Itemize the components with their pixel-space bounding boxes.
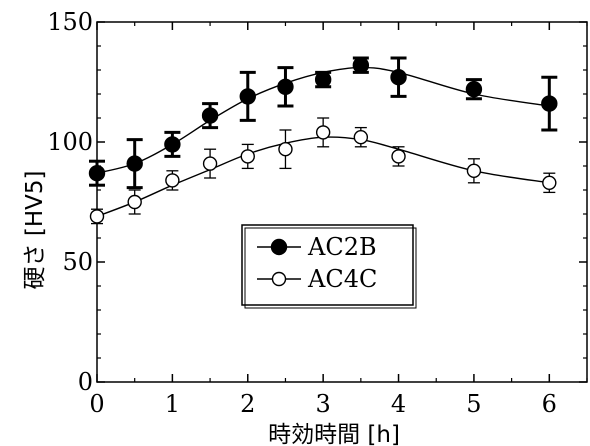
- data-point: [466, 163, 482, 179]
- data-point: [353, 129, 369, 145]
- data-series: [88, 56, 558, 225]
- x-tick-label: 6: [542, 390, 557, 418]
- data-point: [240, 149, 255, 164]
- data-point: [390, 68, 407, 86]
- x-tick-label: 5: [466, 390, 481, 418]
- data-point: [391, 149, 406, 164]
- data-point: [89, 209, 105, 224]
- plot-border: [96, 21, 588, 383]
- data-point: [126, 155, 143, 172]
- data-point: [239, 88, 256, 105]
- y-tick-label: 150: [47, 8, 93, 36]
- plot-frame: [96, 21, 588, 383]
- data-point: [541, 95, 558, 112]
- data-point: [88, 164, 106, 182]
- legend-marker: [270, 238, 288, 256]
- data-point: [277, 78, 294, 96]
- legend-box: [241, 224, 414, 306]
- data-point: [542, 175, 557, 191]
- x-tick-label: 1: [165, 390, 180, 418]
- x-tick-label: 0: [89, 390, 104, 418]
- y-tick-label: 0: [78, 368, 93, 396]
- series-ac2b: [88, 56, 558, 190]
- data-point: [127, 194, 142, 210]
- x-tick-label: 3: [316, 390, 331, 418]
- data-point: [465, 80, 483, 98]
- data-point: [314, 71, 332, 88]
- data-point: [164, 136, 181, 153]
- series-ac4c: [89, 117, 557, 225]
- axis-ticks: 0 1 2 3 4 5 6 0 50 100 150: [47, 8, 588, 418]
- legend-label: AC4C: [307, 265, 377, 293]
- data-point: [201, 107, 219, 124]
- data-point: [202, 156, 218, 171]
- legend-label: AC2B: [307, 233, 377, 261]
- data-point: [315, 125, 331, 140]
- y-axis-label: 硬さ [HV5]: [22, 171, 48, 290]
- data-point: [165, 173, 180, 188]
- x-axis-label: 時効時間 [h]: [268, 422, 400, 446]
- y-tick-label: 50: [62, 248, 93, 276]
- legend-marker: [271, 271, 287, 287]
- y-tick-label: 100: [47, 128, 93, 156]
- legend: AC2B AC4C: [241, 224, 417, 309]
- x-tick-label: 4: [391, 390, 406, 418]
- legend-shadow: [244, 227, 417, 309]
- data-point: [278, 141, 293, 157]
- x-tick-label: 2: [240, 390, 255, 418]
- data-point: [352, 56, 370, 74]
